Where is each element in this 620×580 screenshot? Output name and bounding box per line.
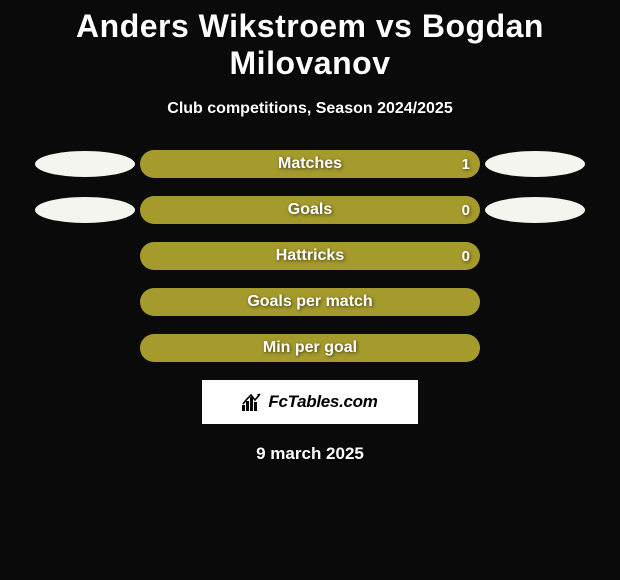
stat-label: Hattricks — [140, 242, 480, 270]
chart-icon — [242, 393, 262, 411]
stats-container: 1Matches 0Goals 0Hattricks Goals per match M… — [0, 150, 620, 362]
stat-label: Min per goal — [140, 334, 480, 362]
stat-bar: Min per goal — [140, 334, 480, 362]
avatar-placeholder — [35, 197, 135, 223]
stat-label: Goals — [140, 196, 480, 224]
stat-row: 0Goals — [0, 196, 620, 224]
stat-bar: 0Hattricks — [140, 242, 480, 270]
avatar-placeholder — [35, 151, 135, 177]
stat-bar: Goals per match — [140, 288, 480, 316]
avatar-placeholder — [485, 197, 585, 223]
stat-row: 0Hattricks — [0, 242, 620, 270]
player-left-avatar — [30, 197, 140, 223]
stat-bar: 0Goals — [140, 196, 480, 224]
date-label: 9 march 2025 — [0, 444, 620, 464]
stat-row: Min per goal — [0, 334, 620, 362]
player-left-avatar — [30, 151, 140, 177]
stat-label: Matches — [140, 150, 480, 178]
stat-label: Goals per match — [140, 288, 480, 316]
avatar-placeholder — [485, 151, 585, 177]
stat-bar: 1Matches — [140, 150, 480, 178]
branding-text: FcTables.com — [268, 392, 377, 412]
page-title: Anders Wikstroem vs Bogdan Milovanov — [0, 0, 620, 82]
player-right-avatar — [480, 151, 590, 177]
stat-row: 1Matches — [0, 150, 620, 178]
page-subtitle: Club competitions, Season 2024/2025 — [0, 100, 620, 118]
stat-row: Goals per match — [0, 288, 620, 316]
player-right-avatar — [480, 197, 590, 223]
branding-badge: FcTables.com — [202, 380, 418, 424]
